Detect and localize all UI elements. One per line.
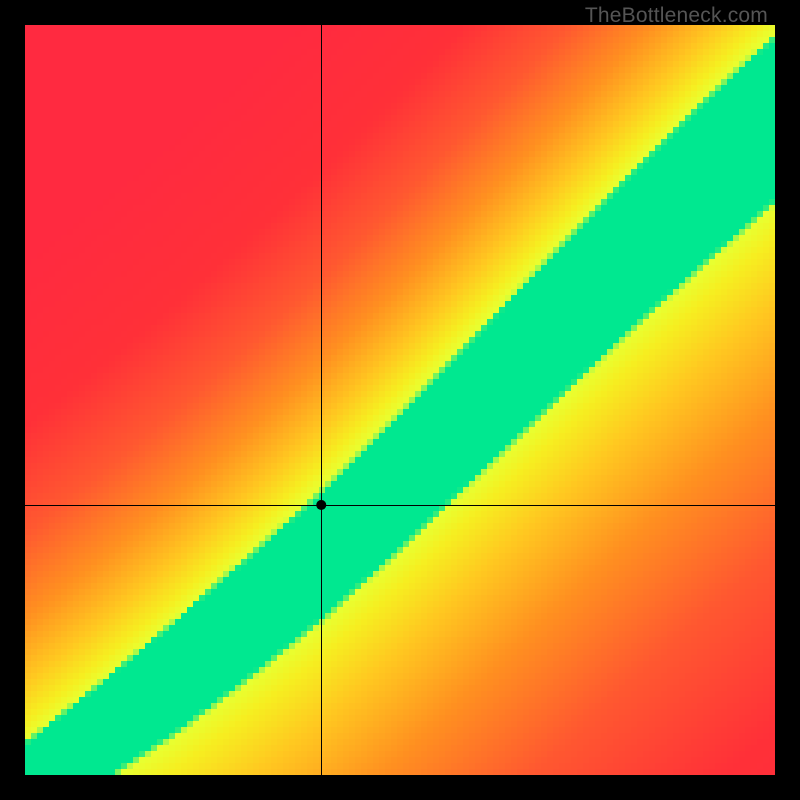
chart-container: { "watermark": "TheBottleneck.com", "cha… [0,0,800,800]
watermark-text: TheBottleneck.com [585,4,768,28]
bottleneck-heatmap [0,0,800,800]
